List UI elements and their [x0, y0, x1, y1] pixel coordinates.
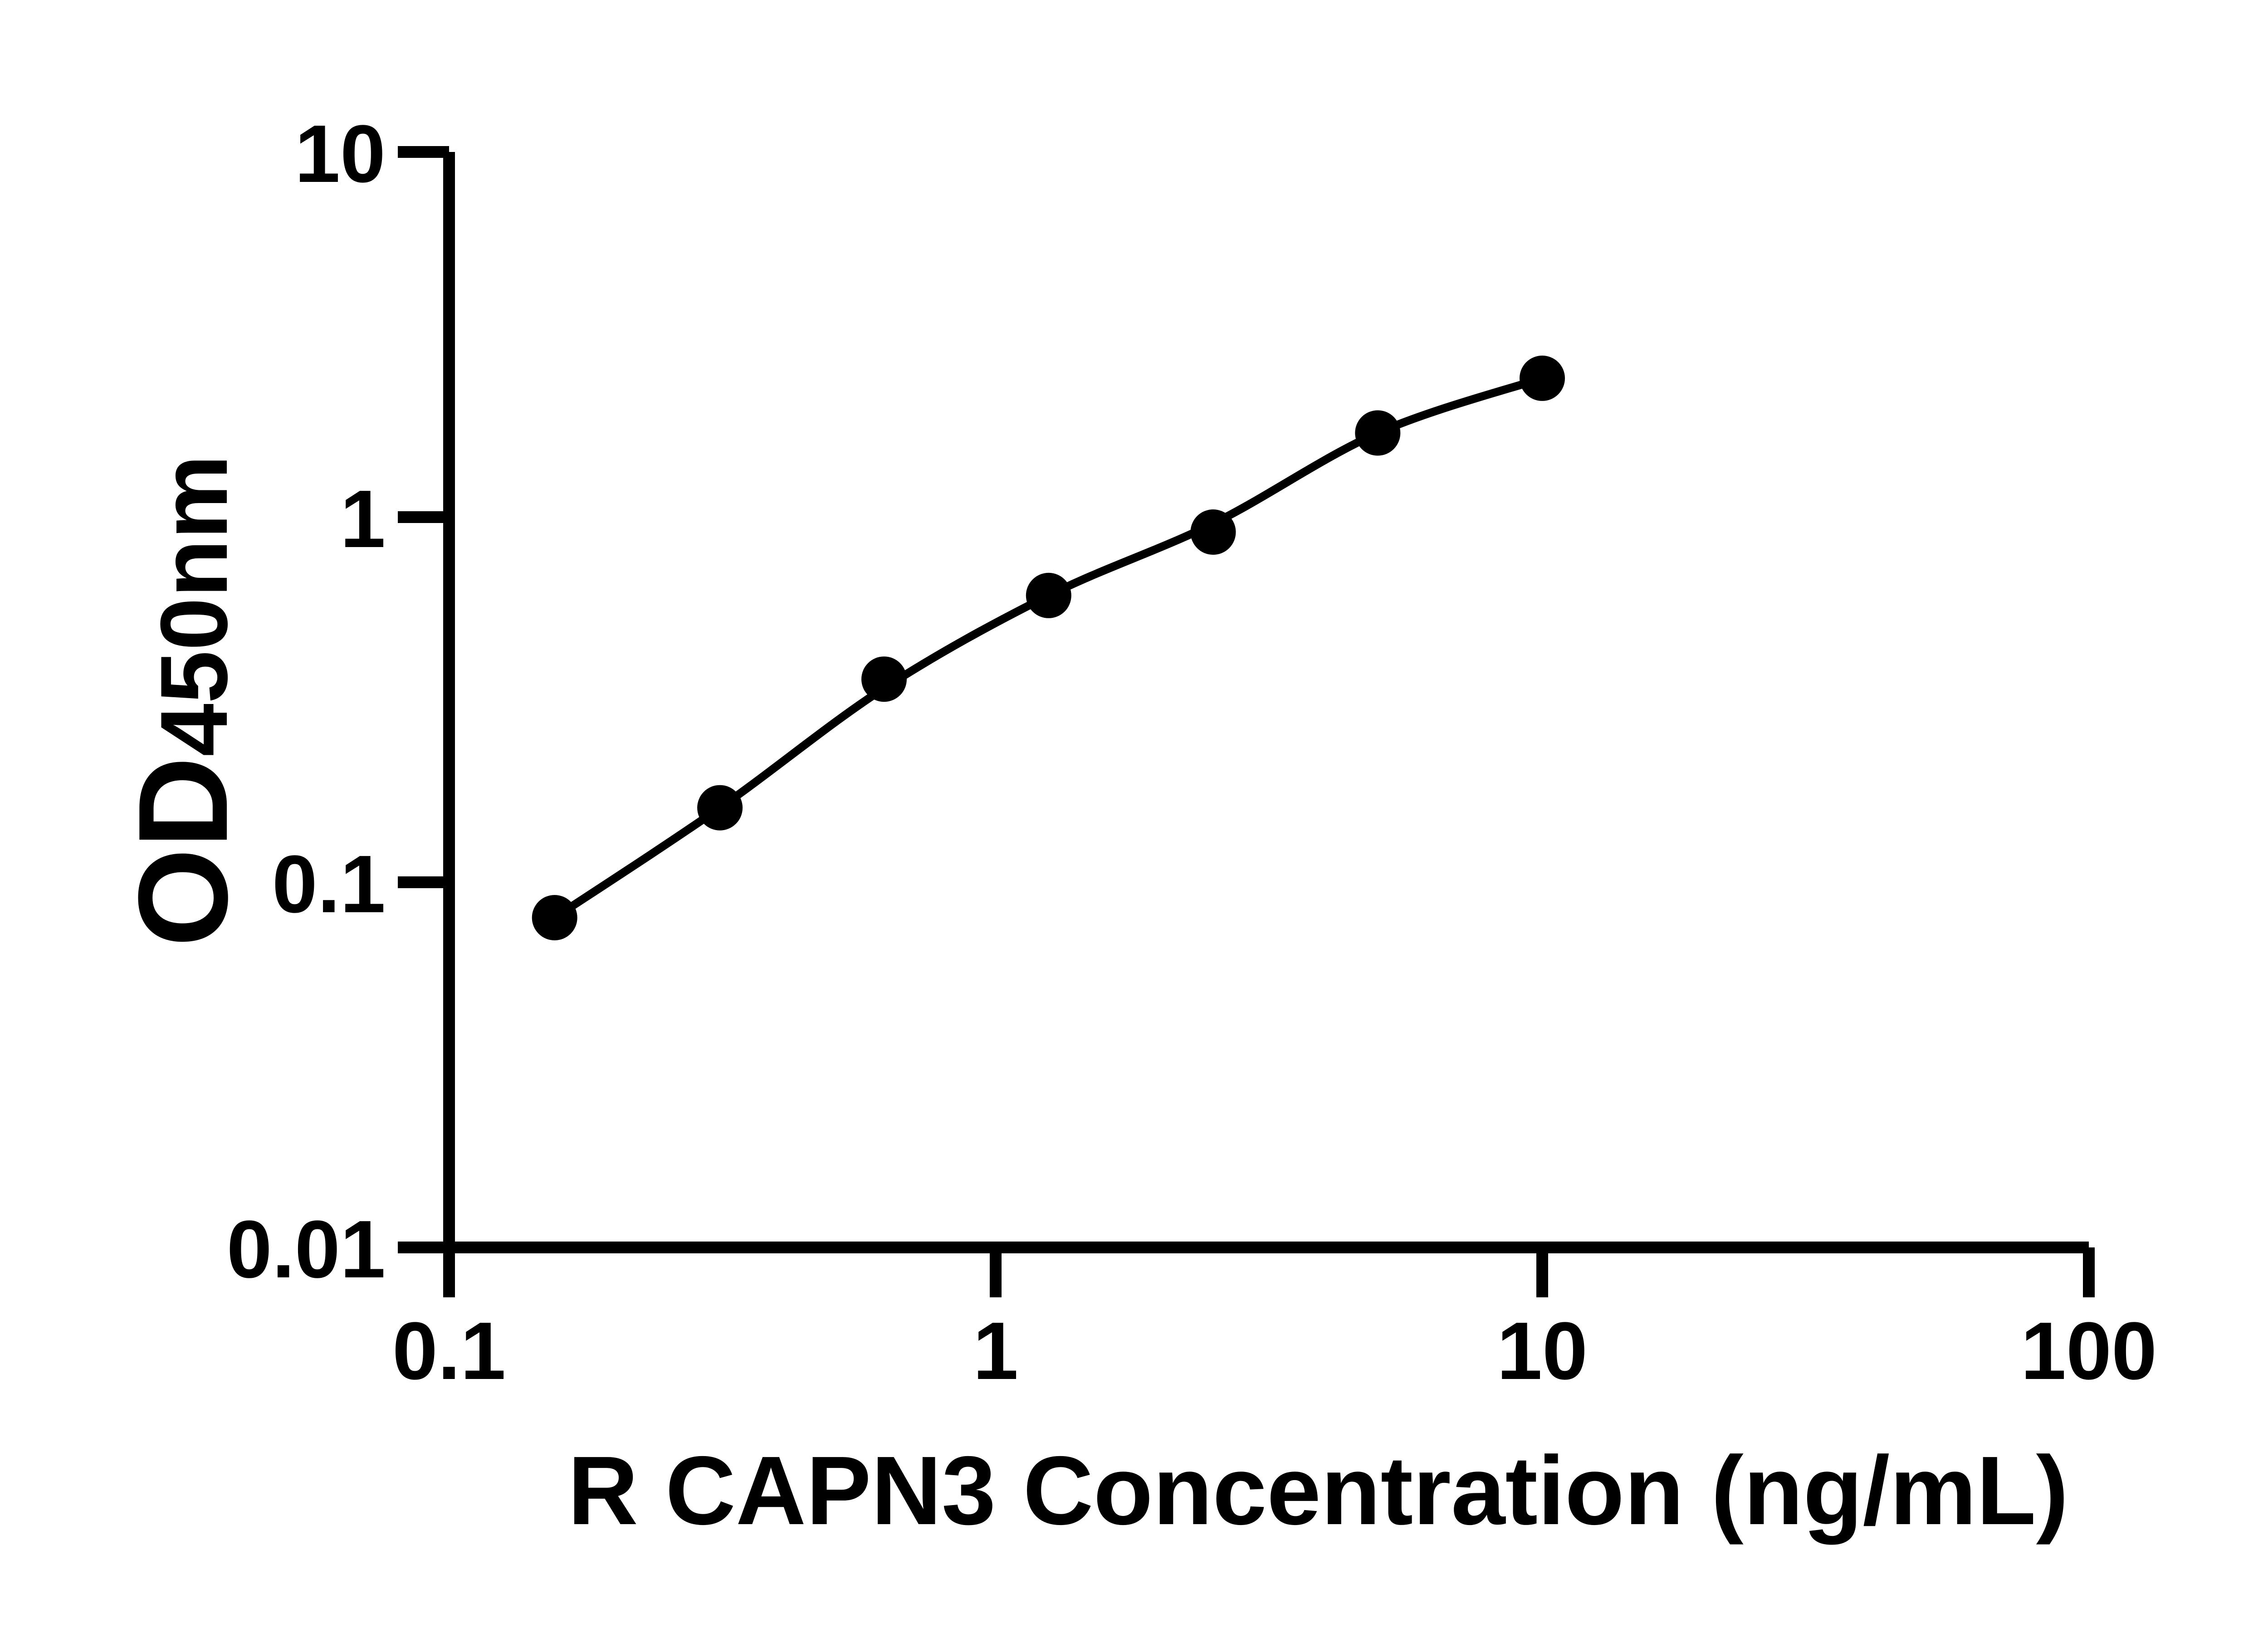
data-point — [1190, 509, 1236, 555]
axis-ticks — [398, 146, 2095, 1297]
x-axis-title: R CAPN3 Concentration (ng/mL) — [568, 1436, 2069, 1545]
y-axis-title-main: OD — [112, 757, 254, 947]
data-point — [1520, 355, 1565, 401]
y-axis-title: OD450nm — [112, 455, 254, 947]
y-axis-title-sub: 450nm — [141, 455, 247, 756]
data-point — [1355, 410, 1401, 456]
x-tick-label: 0.1 — [392, 1305, 506, 1397]
y-tick-label: 10 — [295, 108, 386, 200]
data-series — [532, 355, 1565, 940]
x-tick-label: 10 — [1497, 1305, 1588, 1397]
y-tick-label: 0.01 — [227, 1204, 386, 1295]
x-tick-label: 100 — [2021, 1305, 2157, 1397]
x-tick-label: 1 — [973, 1305, 1018, 1397]
y-tick-label: 1 — [340, 474, 386, 565]
axis-spine — [443, 152, 2089, 1253]
y-tick-label: 0.1 — [272, 839, 386, 930]
data-point — [532, 895, 577, 940]
data-point — [861, 656, 907, 702]
fit-curve — [550, 374, 1546, 922]
data-point — [1026, 572, 1071, 618]
axes — [443, 152, 2089, 1253]
data-point — [697, 785, 743, 831]
